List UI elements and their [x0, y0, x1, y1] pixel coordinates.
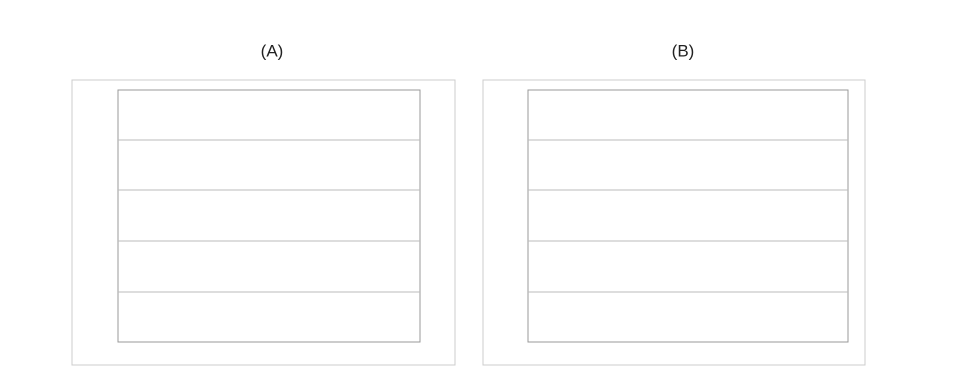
panel-b-frame: [482, 79, 866, 366]
panel-a-frame: [71, 79, 456, 366]
panel-label: (A): [261, 41, 284, 60]
panel-label: (B): [672, 41, 695, 60]
